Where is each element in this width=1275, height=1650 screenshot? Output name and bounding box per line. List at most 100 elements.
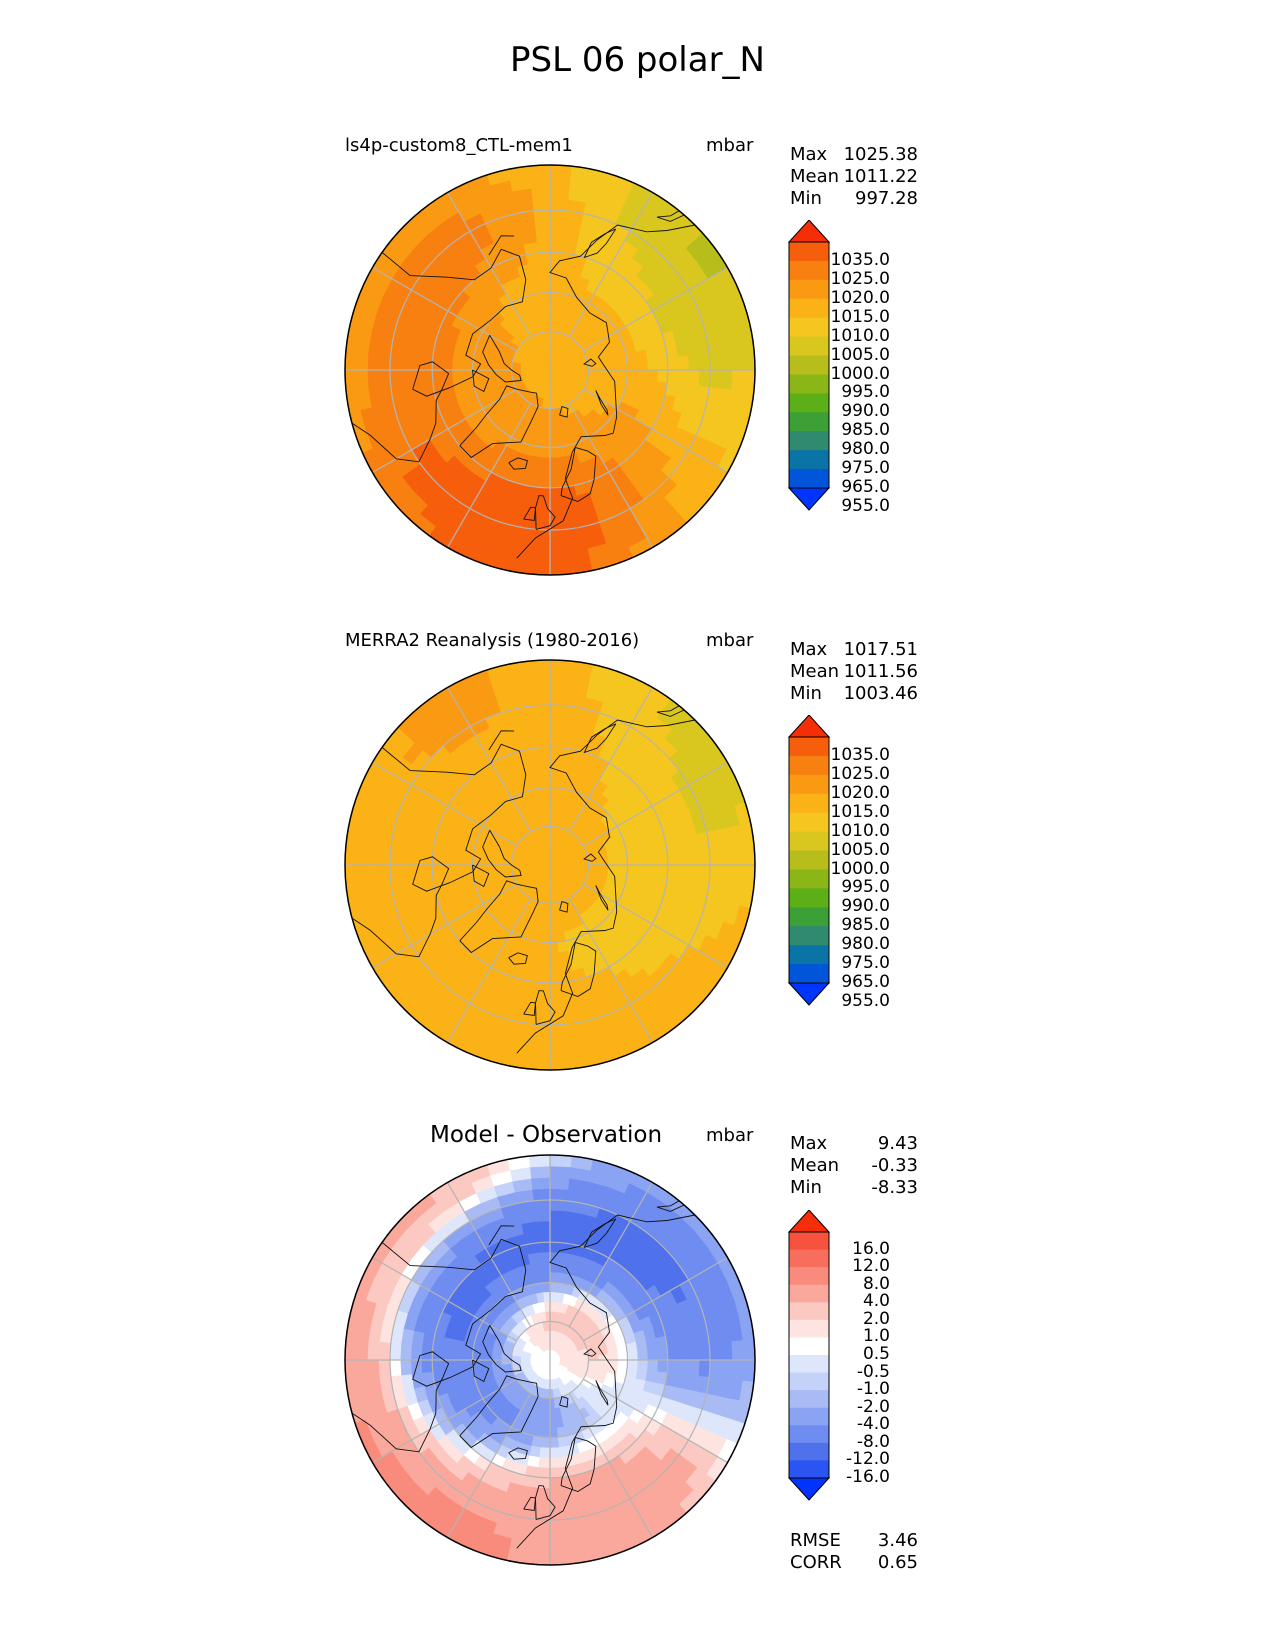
- colorbar-segment: [789, 850, 829, 870]
- field-cell: [737, 255, 755, 283]
- field-cell: [657, 1039, 685, 1064]
- field-cell: [345, 1245, 363, 1273]
- field-cell: [534, 220, 551, 233]
- coastline: [559, 1396, 569, 1408]
- field-cell: [539, 456, 551, 468]
- field-cell: [549, 1166, 571, 1180]
- field-cell: [415, 1534, 443, 1559]
- field-cell: [529, 176, 551, 190]
- field-cell: [636, 359, 648, 371]
- field-cell: [616, 567, 644, 575]
- colorbar-tick-label: 975.0: [841, 953, 890, 974]
- colorbar-tick-label: 995.0: [841, 382, 890, 403]
- panel-1-title: ls4p-custom8_CTL-mem1: [345, 135, 573, 156]
- field-cell: [378, 864, 392, 884]
- field-cell: [549, 931, 559, 943]
- field-cell: [656, 852, 669, 866]
- field-cell: [431, 864, 444, 878]
- field-cell: [677, 1359, 689, 1375]
- mean-value: 1011.22: [843, 166, 918, 187]
- field-cell: [549, 1436, 560, 1448]
- field-cell: [549, 311, 557, 323]
- field-cell: [747, 931, 755, 959]
- field-cell: [452, 864, 464, 876]
- field-cell: [541, 787, 551, 799]
- field-cell: [666, 851, 679, 866]
- colorbar-tick-label: 1015.0: [830, 801, 890, 822]
- field-cell: [351, 730, 376, 758]
- colorbar-reference: [787, 715, 831, 1006]
- colorbar-segment: [789, 298, 829, 319]
- field-cell: [587, 864, 599, 871]
- field-cell: [756, 415, 760, 441]
- field-cell: [677, 369, 689, 385]
- field-cell: [616, 1351, 628, 1361]
- field-cell: [549, 777, 560, 789]
- panel-1-stats: Max 1025.38 Mean 1011.22 Min 997.28: [790, 144, 918, 210]
- field-cell: [549, 1552, 572, 1565]
- colorbar-segment: [789, 945, 829, 965]
- colorbar-segment: [789, 260, 829, 281]
- field-cell: [364, 216, 390, 244]
- field-cell: [737, 1245, 755, 1273]
- field-cell: [595, 655, 621, 659]
- field-cell: [452, 1349, 464, 1361]
- field-cell: [616, 369, 628, 379]
- field-cell: [528, 1155, 551, 1168]
- field-cell: [345, 750, 363, 778]
- field-cell: [456, 567, 484, 575]
- field-cell: [710, 496, 736, 524]
- field-cell: [539, 767, 551, 779]
- field-cell: [710, 1486, 736, 1514]
- panel-3-stats: Max 9.43 Mean -0.33 Min -8.33: [790, 1133, 918, 1199]
- field-cell: [541, 292, 551, 304]
- colorbar-segment: [789, 1372, 829, 1391]
- field-cell: [549, 198, 569, 212]
- field-cell: [616, 1062, 644, 1070]
- field-cell: [379, 514, 406, 541]
- field-cell: [644, 874, 658, 888]
- field-cell: [529, 671, 551, 685]
- colorbar-tick-label: 1020.0: [830, 782, 890, 803]
- field-cell: [435, 1547, 463, 1565]
- field-cell: [616, 1155, 644, 1163]
- field-cell: [742, 1359, 755, 1382]
- coastline: [482, 334, 522, 383]
- field-cell: [597, 369, 609, 377]
- field-cell: [724, 730, 749, 758]
- mean-label: Mean: [790, 166, 840, 187]
- colorbar-tick-label: 1000.0: [830, 858, 890, 879]
- field-cell: [529, 550, 551, 564]
- field-cell: [756, 794, 760, 820]
- field-cell: [345, 369, 358, 392]
- field-cell: [442, 1348, 454, 1361]
- field-cell: [456, 165, 484, 173]
- field-cell: [616, 1557, 644, 1565]
- field-cell: [708, 1341, 722, 1361]
- field-cell: [730, 349, 744, 371]
- field-cell: [724, 1225, 749, 1253]
- colorbar-tick-label: 1000.0: [830, 363, 890, 384]
- min-label: Min: [790, 1177, 822, 1198]
- field-cell: [756, 1405, 760, 1431]
- field-cell: [481, 857, 493, 866]
- field-cell: [534, 1497, 551, 1510]
- field-cell: [694, 514, 721, 541]
- colorbar-tick-label: 1010.0: [830, 325, 890, 346]
- field-cell: [351, 972, 376, 1000]
- field-cell: [549, 301, 558, 313]
- coastline: [516, 719, 696, 1054]
- colorbar-segment: [789, 393, 829, 413]
- field-cell: [656, 864, 669, 878]
- field-cell: [532, 1199, 551, 1212]
- field-cell: [351, 1467, 376, 1495]
- field-cell: [549, 165, 572, 178]
- colorbar-test: [787, 220, 831, 511]
- field-cell: [481, 1352, 493, 1361]
- field-cell: [491, 363, 503, 371]
- field-cell: [415, 171, 443, 196]
- field-cell: [549, 1210, 566, 1223]
- field-cell: [737, 952, 755, 980]
- field-cell: [379, 1189, 406, 1216]
- field-cell: [616, 864, 628, 874]
